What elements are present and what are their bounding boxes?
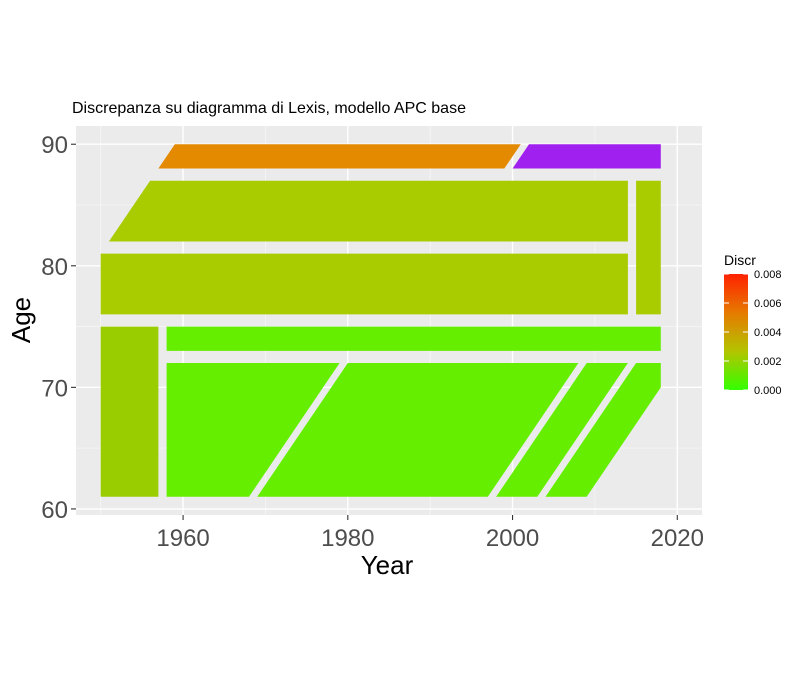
x-tick-label: 1960 <box>156 525 209 552</box>
legend-tick-label: 0.002 <box>754 356 782 368</box>
lexis-regions <box>100 144 661 497</box>
x-tick-label: 1980 <box>321 525 374 552</box>
y-tick-label: 60 <box>41 497 68 524</box>
x-tick-label: 2000 <box>486 525 539 552</box>
chart-title: Discrepanza su diagramma di Lexis, model… <box>72 100 466 117</box>
lexis-region <box>496 363 628 497</box>
legend: Discr 0.000 0.002 0.004 0.006 0.008 <box>724 252 782 397</box>
lexis-region <box>636 180 661 315</box>
legend-tick-label: 0.000 <box>754 385 782 397</box>
x-tick-label: 2020 <box>651 525 704 552</box>
lexis-region <box>545 363 661 497</box>
legend-tick-label: 0.008 <box>754 269 782 281</box>
y-axis-title: Age <box>6 297 36 343</box>
lexis-region <box>166 326 661 351</box>
x-axis-title: Year <box>361 550 414 580</box>
legend-title: Discr <box>724 252 756 268</box>
legend-tick-label: 0.004 <box>754 327 782 339</box>
axes: 1960 1980 2000 2020 60 70 80 90 <box>41 132 704 552</box>
lexis-region <box>158 144 521 169</box>
y-tick-label: 80 <box>41 254 68 281</box>
lexis-region <box>108 180 628 242</box>
lexis-region <box>257 363 579 497</box>
lexis-region <box>100 326 159 497</box>
legend-ticks: 0.000 0.002 0.004 0.006 0.008 <box>724 269 782 397</box>
lexis-region <box>512 144 661 169</box>
y-tick-label: 90 <box>41 132 68 159</box>
legend-tick-label: 0.006 <box>754 298 782 310</box>
lexis-region <box>100 253 628 315</box>
y-tick-label: 70 <box>41 375 68 402</box>
lexis-region <box>166 363 340 497</box>
